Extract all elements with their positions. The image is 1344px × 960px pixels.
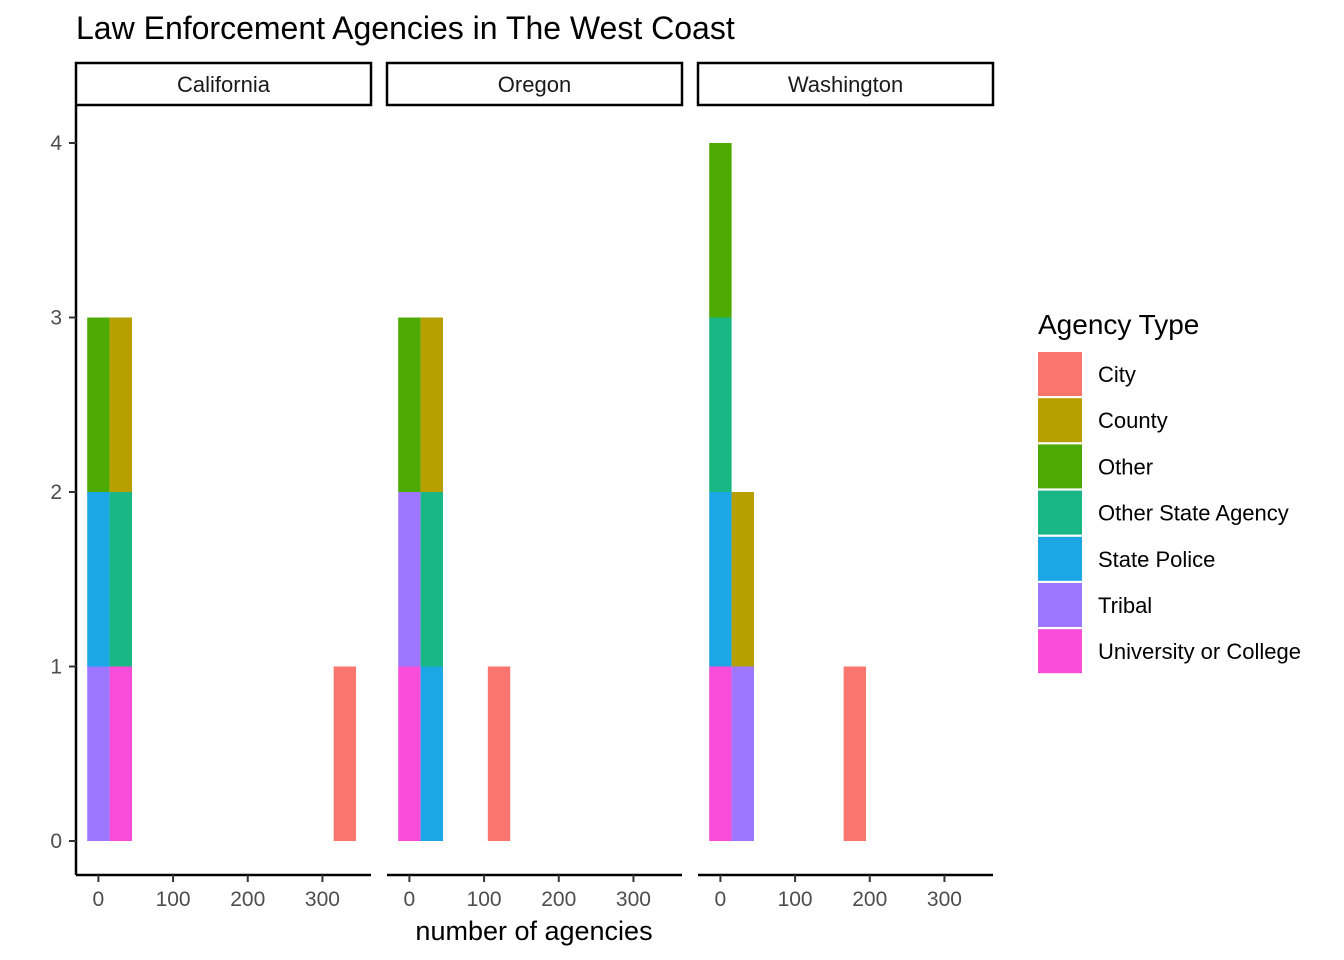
- bar-segment-other-state-agency: [709, 317, 732, 492]
- bar-segment-state-police: [709, 492, 732, 667]
- legend-item-state-police: State Police: [1038, 536, 1215, 581]
- bar-segment-county: [731, 492, 755, 667]
- y-tick-label: 2: [50, 481, 62, 504]
- legend-title: Agency Type: [1038, 309, 1199, 340]
- facet-california: California 0 100 200 300 0 1 2 3 4: [50, 61, 373, 911]
- legend-key: [1038, 444, 1082, 489]
- legend-item-city: City: [1038, 352, 1136, 396]
- facet-strip: [74, 61, 373, 107]
- y-tick-label: 3: [50, 307, 62, 330]
- x-tick-label: 300: [305, 888, 340, 911]
- chart-title: Law Enforcement Agencies in The West Coa…: [76, 10, 735, 46]
- facet-strip-label: Washington: [788, 72, 903, 97]
- legend-label: City: [1098, 362, 1136, 387]
- bar-segment-state-police: [420, 666, 444, 841]
- legend-item-university-or-college: University or College: [1038, 629, 1301, 674]
- x-tick-label: 200: [852, 888, 887, 911]
- legend-key: [1038, 629, 1082, 674]
- legend-item-other: Other: [1038, 444, 1153, 489]
- legend-label: State Police: [1098, 547, 1215, 572]
- legend: Agency Type City County Other Other State A…: [1038, 309, 1301, 674]
- bar-segment-county: [420, 317, 444, 492]
- bar-segment-other-state-agency: [109, 492, 133, 667]
- facet-strip: [385, 61, 684, 107]
- bar-segment-tribal: [87, 666, 110, 841]
- bar-segment-state-police: [87, 492, 110, 667]
- bar-segment-city: [843, 666, 867, 841]
- legend-key: [1038, 352, 1082, 396]
- x-tick-label: 100: [156, 888, 191, 911]
- bar-segment-tribal: [398, 492, 421, 667]
- legend-key: [1038, 398, 1082, 443]
- legend-label: Other State Agency: [1098, 501, 1289, 526]
- bar-segment-county: [109, 317, 133, 492]
- x-tick-label: 0: [93, 888, 105, 911]
- legend-key: [1038, 536, 1082, 581]
- legend-key: [1038, 583, 1082, 627]
- x-tick-label: 300: [927, 888, 962, 911]
- legend-label: Tribal: [1098, 593, 1152, 618]
- facet-strip: [696, 61, 995, 107]
- x-tick-label: 100: [778, 888, 813, 911]
- legend-item-tribal: Tribal: [1038, 583, 1152, 627]
- legend-item-other-state-agency: Other State Agency: [1038, 490, 1289, 535]
- bar-segment-city: [333, 666, 357, 841]
- y-tick-label: 0: [50, 830, 62, 853]
- bar-segment-other: [709, 143, 732, 318]
- x-tick-label: 100: [467, 888, 502, 911]
- y-tick-label: 1: [50, 656, 62, 679]
- x-axis-title: number of agencies: [415, 916, 652, 946]
- bar-segment-city: [487, 666, 511, 841]
- bar-segment-tribal: [731, 666, 755, 841]
- bar-segment-university-or-college: [109, 666, 133, 841]
- facet-washington: Washington 0 100 200 300: [696, 61, 995, 911]
- legend-items: City County Other Other State Agency State P…: [1038, 352, 1301, 674]
- bar-segment-university-or-college: [398, 666, 421, 841]
- legend-key: [1038, 490, 1082, 535]
- legend-label: County: [1098, 408, 1168, 433]
- facet-strip-label: California: [177, 72, 271, 97]
- facet-oregon: Oregon 0 100 200 300: [385, 61, 684, 911]
- x-tick-label: 0: [715, 888, 727, 911]
- legend-label: University or College: [1098, 639, 1301, 664]
- legend-label: Other: [1098, 454, 1153, 479]
- facet-strip-label: Oregon: [498, 72, 571, 97]
- legend-item-county: County: [1038, 398, 1168, 443]
- bar-segment-university-or-college: [709, 666, 732, 841]
- facet-panels: California 0 100 200 300 0 1 2 3 4 Oregon 0 100 200 30…: [50, 61, 995, 911]
- bar-segment-other-state-agency: [420, 492, 444, 667]
- bar-segment-other: [398, 317, 421, 492]
- x-tick-label: 200: [230, 888, 265, 911]
- y-tick-label: 4: [50, 132, 62, 155]
- x-tick-label: 300: [616, 888, 651, 911]
- bar-segment-other: [87, 317, 110, 492]
- x-tick-label: 0: [404, 888, 416, 911]
- x-tick-label: 200: [541, 888, 576, 911]
